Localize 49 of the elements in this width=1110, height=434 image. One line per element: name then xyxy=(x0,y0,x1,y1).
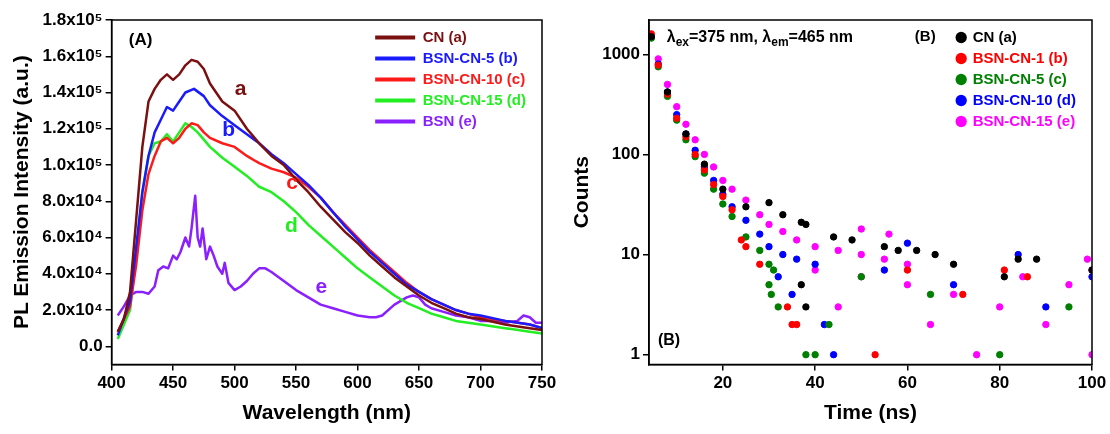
x-tick-label: 650 xyxy=(404,373,434,393)
x-tick-label: 600 xyxy=(343,373,372,393)
y-tick-label: 1 xyxy=(630,344,641,364)
x-tick-label: 400 xyxy=(97,373,126,393)
annotation: e xyxy=(315,273,328,297)
y-tick-label: 1.4x10⁵ xyxy=(42,82,103,102)
legend-label: BSN-CN-10 (c) xyxy=(422,69,526,87)
y-tick-label: 2.0x10⁴ xyxy=(42,299,103,319)
x-tick-label: 100 xyxy=(1077,373,1107,393)
y-tick-label: 0.0 xyxy=(78,335,103,355)
legend-label: BSN-CN-10 (d) xyxy=(972,90,1077,108)
y-tick-label: 1.6x10⁵ xyxy=(42,45,103,65)
y-tick-label: 1.0x10⁵ xyxy=(42,154,103,174)
x-tick-label: 750 xyxy=(527,373,557,393)
y-tick-label: 6.0x10⁴ xyxy=(42,227,103,247)
y-tick-label: 1.2x10⁵ xyxy=(42,118,103,138)
x-axis-title: Time (ns) xyxy=(824,400,917,424)
x-tick-label: 20 xyxy=(713,373,733,393)
y-tick-label: 100 xyxy=(611,144,641,164)
y-tick-label: 10 xyxy=(621,244,641,264)
annotation: (A) xyxy=(128,30,153,50)
annotation: a xyxy=(234,75,247,99)
x-tick-label: 450 xyxy=(158,373,188,393)
legend-label: BSN-CN-1 (b) xyxy=(972,48,1068,66)
y-tick-label: 8.0x10⁴ xyxy=(42,190,103,210)
y-tick-label: 4.0x10⁴ xyxy=(42,263,103,283)
annotation: (B) xyxy=(914,27,936,45)
annotation: d xyxy=(285,213,298,237)
x-tick-label: 80 xyxy=(990,373,1010,393)
legend-label: CN (a) xyxy=(422,27,467,45)
annotation: (B) xyxy=(657,330,681,348)
y-axis-title: Counts xyxy=(569,156,593,229)
x-tick-label: 60 xyxy=(897,373,917,393)
legend-label: BSN (e) xyxy=(422,111,477,129)
annotation: b xyxy=(222,117,236,140)
legend-label: BSN-CN-5 (c) xyxy=(972,69,1067,87)
legend-label: BSN-CN-5 (b) xyxy=(422,48,518,66)
x-axis-title: Wavelength (nm) xyxy=(242,400,411,424)
x-tick-label: 40 xyxy=(805,373,825,393)
legend-label: BSN-CN-15 (d) xyxy=(422,90,527,108)
annotation: c xyxy=(286,170,299,194)
legend-label: BSN-CN-15 (e) xyxy=(972,111,1076,129)
y-tick-label: 1.8x10⁵ xyxy=(42,9,103,29)
y-tick-label: 1000 xyxy=(602,43,641,63)
x-tick-label: 700 xyxy=(466,373,495,393)
legend-label: CN (a) xyxy=(972,27,1017,45)
y-axis-title: PL Emission Intensity (a.u.) xyxy=(9,55,33,330)
x-tick-label: 550 xyxy=(281,373,311,393)
x-tick-label: 500 xyxy=(220,373,249,393)
